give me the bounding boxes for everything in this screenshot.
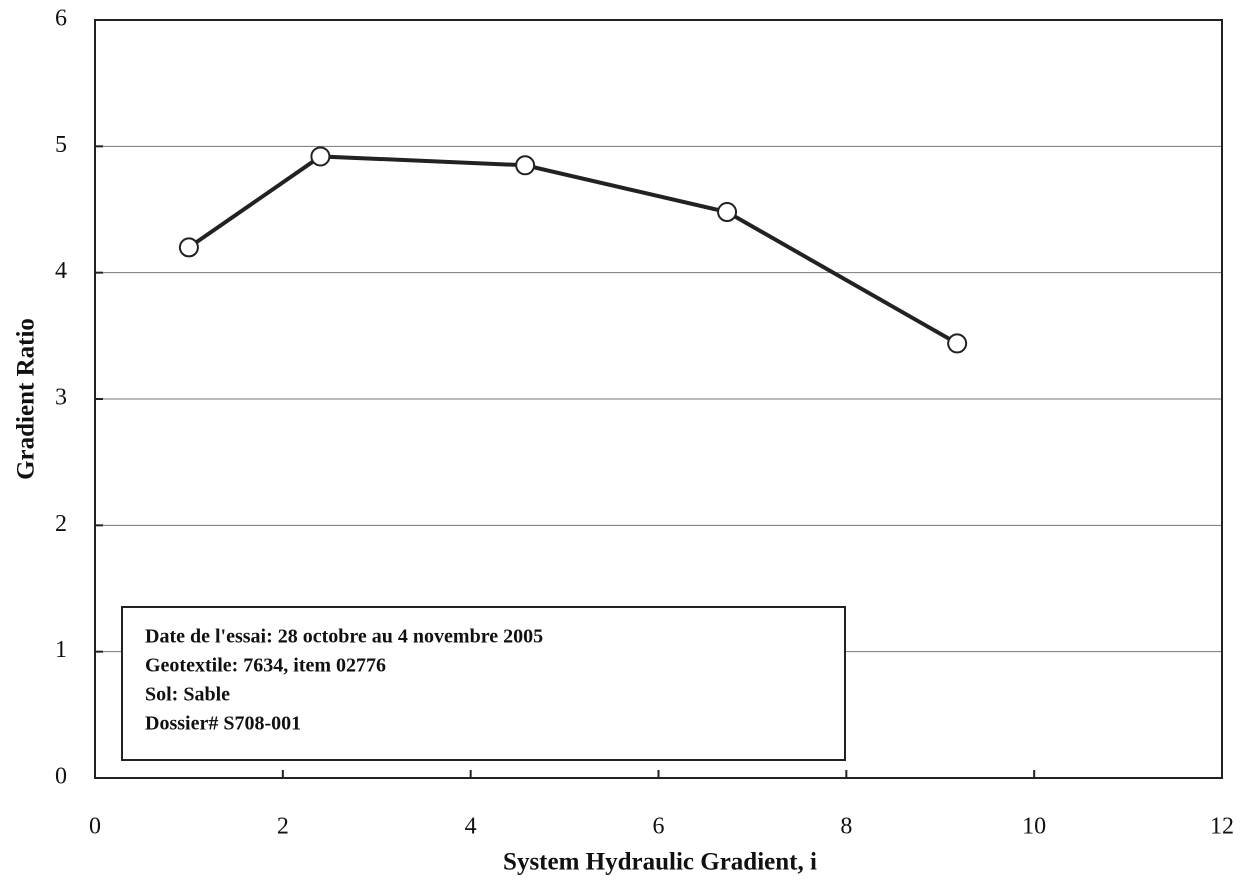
y-tick-label: 3 — [55, 385, 67, 411]
y-axis-label: Gradient Ratio — [13, 318, 40, 480]
plot-frame — [94, 19, 1223, 779]
y-tick-label: 0 — [55, 764, 67, 790]
x-tick-label: 4 — [465, 814, 477, 840]
x-axis-label: System Hydraulic Gradient, i — [503, 849, 817, 876]
x-tick-label: 2 — [277, 814, 289, 840]
point — [947, 333, 968, 354]
y-tick-label: 6 — [55, 6, 67, 32]
y-tick-label: 1 — [55, 637, 67, 663]
annotation-line: Geotextile: 7634, item 02776 — [145, 655, 386, 677]
y-tick-label: 2 — [55, 511, 67, 537]
point — [178, 237, 199, 258]
x-tick-label: 8 — [840, 814, 852, 840]
annotation-line: Date de l'essai: 28 octobre au 4 novembr… — [145, 626, 543, 648]
annotation-line: Sol: Sable — [145, 684, 230, 706]
line — [187, 154, 959, 346]
x-tick-label: 6 — [653, 814, 665, 840]
y-tick-label: 5 — [55, 132, 67, 158]
point — [515, 155, 536, 176]
x-tick-label: 12 — [1210, 814, 1234, 840]
x-tick-label: 10 — [1022, 814, 1046, 840]
y-tick-label: 4 — [55, 258, 67, 284]
point — [717, 202, 738, 223]
point — [310, 146, 331, 167]
annotation-box — [121, 606, 846, 761]
annotation-line: Dossier# S708-001 — [145, 713, 301, 735]
x-tick-label: 0 — [89, 814, 101, 840]
